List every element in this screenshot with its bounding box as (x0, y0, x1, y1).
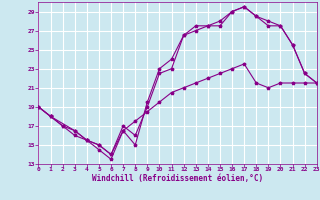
X-axis label: Windchill (Refroidissement éolien,°C): Windchill (Refroidissement éolien,°C) (92, 174, 263, 183)
